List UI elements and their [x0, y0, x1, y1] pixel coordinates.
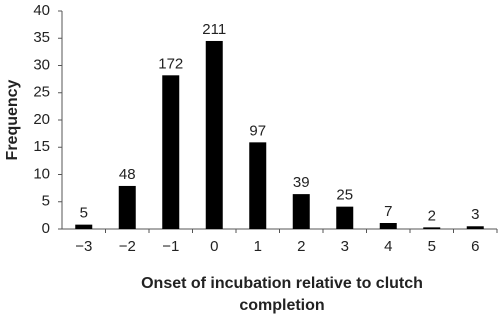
bar [466, 226, 484, 229]
bar [249, 142, 267, 229]
y-tick-label: 5 [42, 193, 50, 210]
bar [379, 223, 397, 229]
x-tick-label: 0 [210, 238, 218, 255]
bar-count-label: 7 [384, 203, 392, 220]
bar [118, 185, 136, 229]
y-tick-label: 25 [33, 84, 50, 101]
bar-count-label: 172 [158, 55, 183, 72]
y-tick-label: 40 [33, 2, 50, 19]
bar-count-label: 97 [249, 122, 266, 139]
x-axis-title: completion [239, 297, 324, 314]
bar-count-label: 2 [428, 207, 436, 224]
bar [205, 40, 223, 229]
x-tick-label: 3 [341, 238, 349, 255]
x-tick-label: −3 [75, 238, 92, 255]
bar-count-label: 48 [119, 166, 136, 183]
y-tick-label: 0 [42, 220, 50, 237]
y-tick-label: 10 [33, 165, 50, 182]
bar-count-label: 3 [471, 206, 479, 223]
x-axis-title: Onset of incubation relative to clutch [141, 275, 423, 292]
y-tick-label: 35 [33, 29, 50, 46]
bar [162, 75, 180, 229]
bar [292, 194, 310, 229]
bar-count-label: 39 [293, 174, 310, 191]
bar-count-label: 211 [202, 21, 226, 38]
x-tick-label: 2 [297, 238, 305, 255]
y-axis-title: Frequency [4, 79, 21, 160]
bar [423, 227, 441, 229]
x-tick-label: 4 [384, 238, 392, 255]
x-tick-label: 5 [428, 238, 436, 255]
x-tick-label: −2 [119, 238, 136, 255]
bar-count-label: 5 [80, 205, 88, 222]
y-tick-label: 15 [33, 138, 50, 155]
x-tick-label: 6 [471, 238, 479, 255]
bar-count-label: 25 [336, 187, 353, 204]
y-tick-label: 30 [33, 56, 50, 73]
y-tick-label: 20 [33, 111, 50, 128]
bar [336, 206, 354, 229]
x-tick-label: 1 [254, 238, 262, 255]
x-tick-label: −1 [162, 238, 179, 255]
bar [75, 224, 93, 229]
